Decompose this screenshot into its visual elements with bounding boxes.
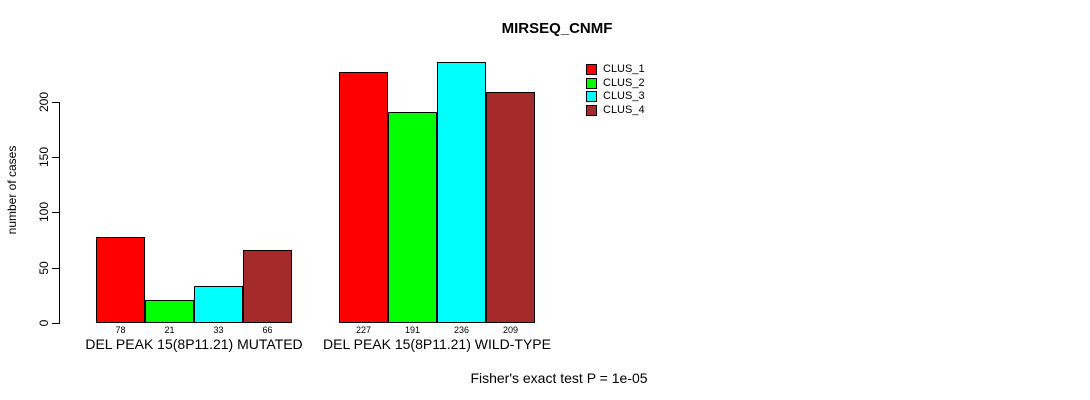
bar-value-label: 191	[404, 325, 421, 335]
legend-label: CLUS_1	[603, 63, 645, 75]
legend-item-clus_4: CLUS_4	[586, 104, 645, 118]
legend-swatch-icon	[586, 64, 597, 76]
chart-title: MIRSEQ_CNMF	[501, 20, 613, 37]
bar-clus_1-group1	[96, 237, 145, 323]
bar-value-label: 21	[164, 325, 175, 335]
group-label: DEL PEAK 15(8P11.21) MUTATED	[85, 336, 303, 352]
legend-swatch-icon	[586, 91, 597, 103]
y-axis-tick	[52, 212, 59, 214]
bar-clus_3-group1	[194, 286, 243, 323]
y-axis-tick-label: 200	[37, 91, 51, 112]
y-axis-tick	[52, 156, 59, 158]
legend-label: CLUS_4	[603, 103, 645, 116]
y-axis-label: number of cases	[5, 145, 19, 235]
annotation-fishers-test: Fisher's exact test P = 1e-05	[470, 370, 648, 386]
legend: CLUS_1 CLUS_2 CLUS_3 CLUS_4	[586, 63, 645, 117]
group-label: DEL PEAK 15(8P11.21) WILD-TYPE	[323, 336, 551, 352]
legend-label: CLUS_2	[603, 76, 645, 89]
y-axis-tick-label: 150	[37, 146, 51, 167]
legend-item-clus_2: CLUS_2	[586, 77, 645, 91]
bar-clus_4-group2	[486, 92, 535, 323]
bar-value-label: 33	[213, 325, 224, 335]
legend-swatch-icon	[586, 104, 597, 116]
y-axis-tick	[52, 323, 59, 324]
bar-value-label: 236	[453, 325, 470, 335]
bar-value-label: 227	[355, 325, 372, 335]
y-axis-tick-label: 0	[37, 319, 51, 327]
legend-label: CLUS_3	[603, 90, 645, 102]
bar-value-label: 66	[262, 325, 273, 335]
bar-clus_4-group1	[243, 250, 292, 323]
legend-item-clus_3: CLUS_3	[586, 90, 645, 104]
bar-clus_2-group1	[145, 300, 194, 323]
legend-swatch-icon	[586, 77, 597, 89]
bar-clus_3-group2	[437, 62, 486, 323]
y-axis-tick	[52, 101, 59, 103]
bar-value-label: 209	[502, 325, 519, 335]
bar-clus_1-group2	[339, 72, 388, 323]
y-axis-line	[59, 101, 60, 324]
bar-clus_2-group2	[388, 112, 437, 323]
legend-item-clus_1: CLUS_1	[586, 63, 645, 77]
y-axis-tick	[52, 267, 59, 269]
bar-value-label: 78	[115, 325, 126, 335]
y-axis-tick-label: 100	[37, 202, 51, 223]
y-axis-tick-label: 50	[37, 260, 51, 275]
